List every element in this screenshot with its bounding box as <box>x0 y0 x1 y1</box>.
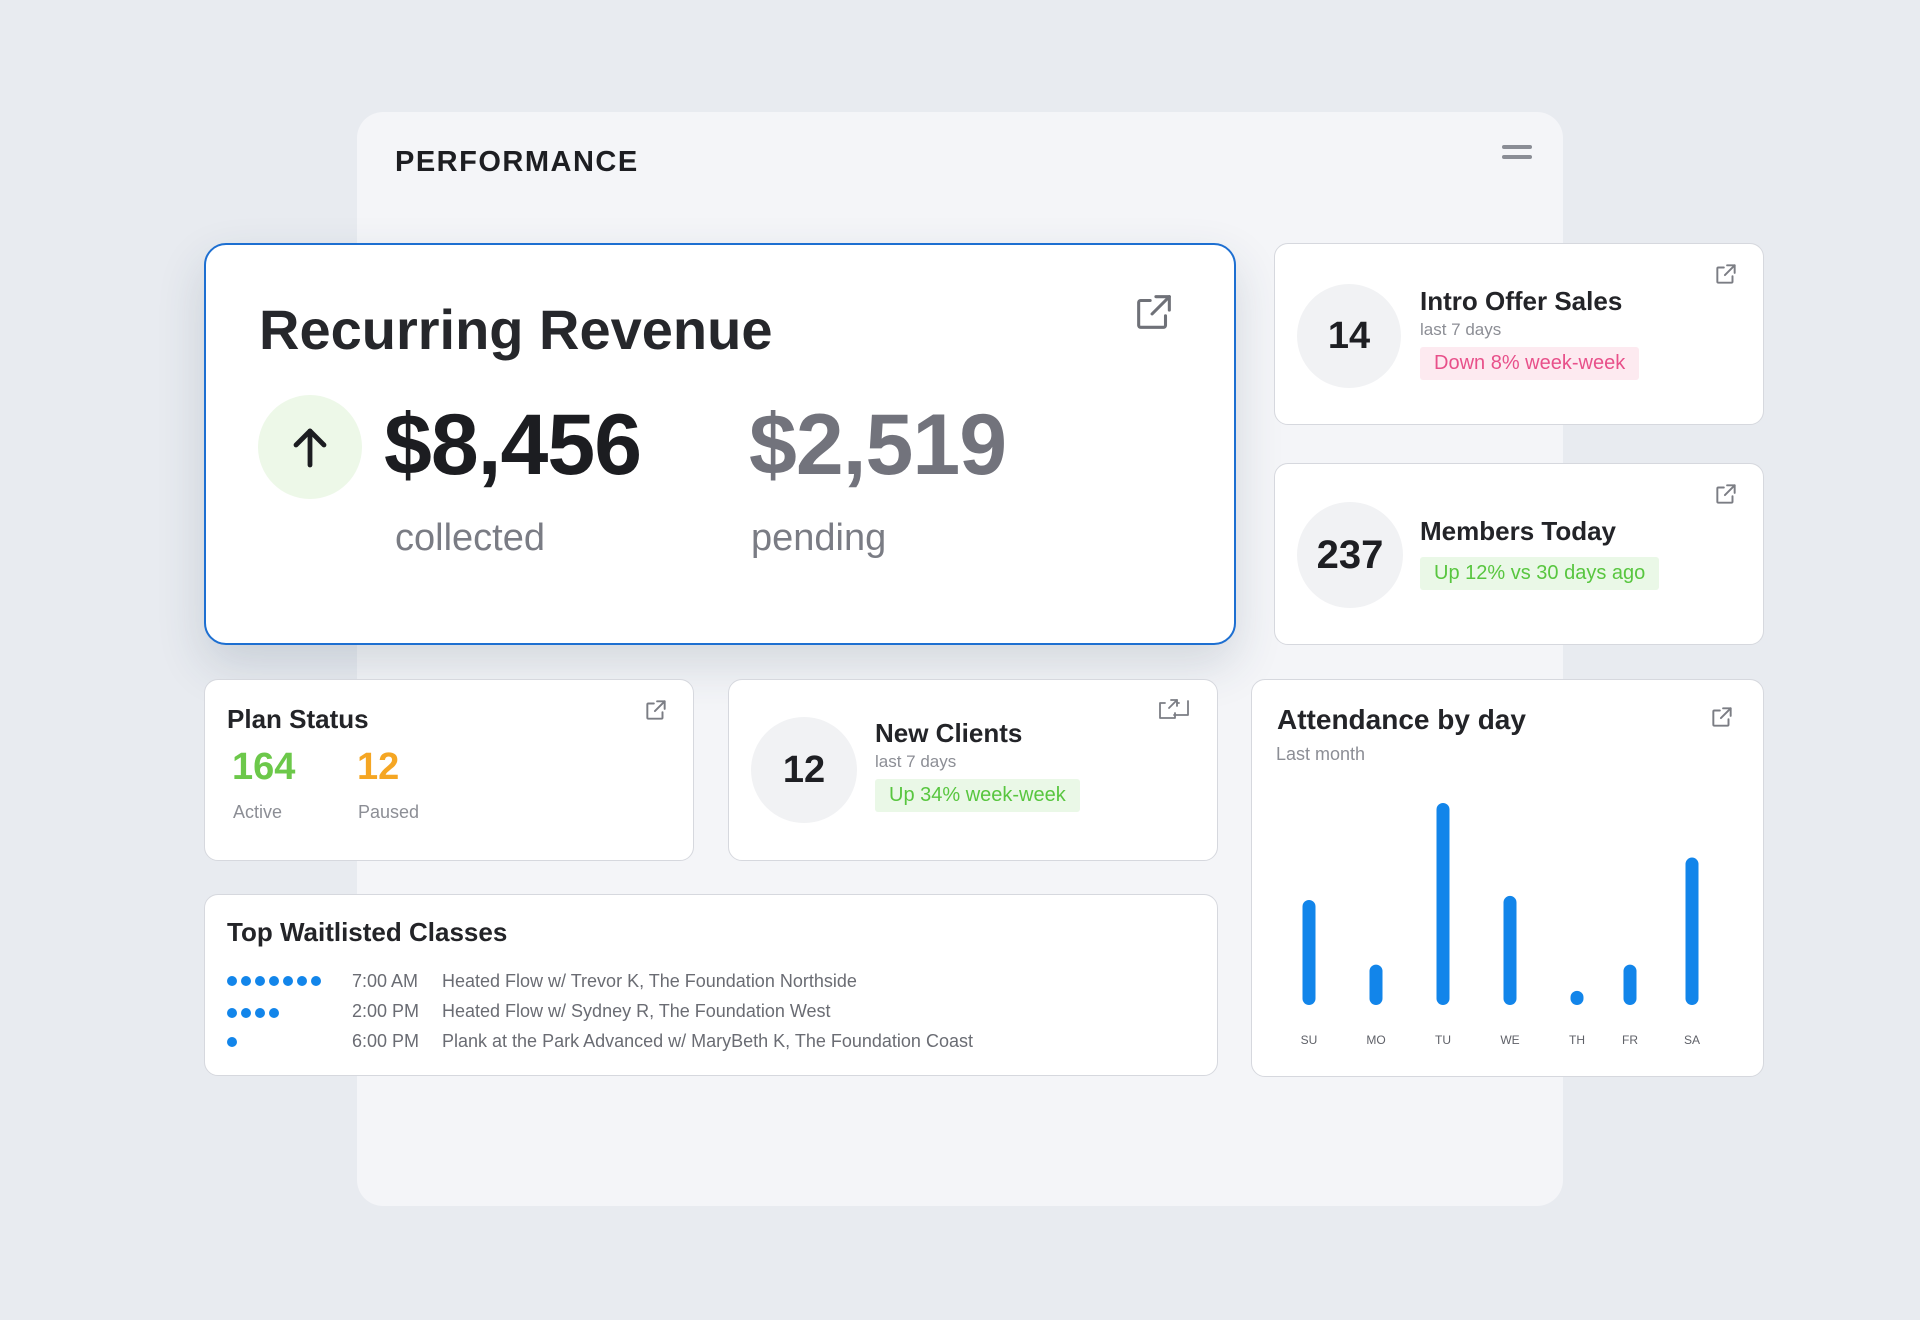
tick-label-tu: TU <box>1435 1033 1451 1047</box>
new-clients-trend-badge: Up 34% week-week <box>875 779 1080 812</box>
recurring-revenue-title: Recurring Revenue <box>259 298 773 361</box>
class-name[interactable]: Plank at the Park Advanced w/ MaryBeth K… <box>442 1031 973 1051</box>
external-link-icon[interactable] <box>1157 697 1191 721</box>
tick-label-th: TH <box>1569 1033 1585 1047</box>
external-link-icon[interactable] <box>643 697 669 723</box>
waitlist-count-dots <box>227 1037 237 1047</box>
class-time: 6:00 PM <box>352 1031 420 1051</box>
bar-sa <box>1685 857 1699 1005</box>
members-today-title: Members Today <box>1420 516 1617 546</box>
plan-status-card[interactable]: Plan Status 164 Active 12 Paused <box>204 679 694 861</box>
external-link-icon[interactable] <box>1709 704 1735 730</box>
intro-offer-period: last 7 days <box>1420 320 1502 339</box>
external-link-icon[interactable] <box>1131 289 1177 335</box>
members-today-card[interactable]: 237 Members Today Up 12% vs 30 days ago <box>1274 463 1764 645</box>
tick-label-we: WE <box>1500 1033 1519 1047</box>
page-title: PERFORMANCE <box>395 146 639 178</box>
class-time: 7:00 AM <box>352 971 419 991</box>
class-name[interactable]: Heated Flow w/ Sydney R, The Foundation … <box>442 1001 831 1021</box>
collected-value: $8,456 <box>384 397 642 493</box>
pending-label: pending <box>751 517 887 559</box>
bar-th <box>1570 990 1584 1005</box>
active-plans-label: Active <box>233 802 283 822</box>
new-clients-period: last 7 days <box>875 752 957 771</box>
bar-mo <box>1369 964 1383 1005</box>
members-today-count: 237 <box>1297 502 1403 608</box>
new-clients-card[interactable]: 12 New Clients last 7 days Up 34% week-w… <box>728 679 1218 861</box>
pending-value: $2,519 <box>749 397 1007 493</box>
collected-label: collected <box>395 517 545 559</box>
top-waitlisted-card[interactable]: Top Waitlisted Classes 7:00 AM Heated Fl… <box>204 894 1218 1076</box>
intro-offer-trend-badge: Down 8% week-week <box>1420 347 1640 380</box>
bar-fr <box>1623 964 1637 1005</box>
intro-offer-count: 14 <box>1297 284 1401 388</box>
attendance-title: Attendance by day <box>1277 704 1526 735</box>
attendance-bar-chart: SU MO TU WE TH FR SA <box>1301 803 1700 1047</box>
waitlist-count-dots <box>227 1008 279 1018</box>
bar-we <box>1503 895 1517 1005</box>
bar-tu <box>1436 803 1450 1005</box>
attendance-subtitle: Last month <box>1276 744 1366 764</box>
attendance-card[interactable]: Attendance by day Last month SU MO TU WE TH F… <box>1251 679 1764 1077</box>
tick-label-mo: MO <box>1366 1033 1385 1047</box>
external-link-icon[interactable] <box>1713 481 1739 507</box>
recurring-revenue-card[interactable]: Recurring Revenue $8,456 collected $2,51… <box>204 243 1236 645</box>
class-name[interactable]: Heated Flow w/ Trevor K, The Foundation … <box>442 971 857 991</box>
members-today-trend-badge: Up 12% vs 30 days ago <box>1420 557 1660 590</box>
active-plans-value: 164 <box>232 746 296 788</box>
tick-label-fr: FR <box>1622 1033 1638 1047</box>
arrow-up-icon <box>258 395 362 499</box>
plan-status-title: Plan Status <box>227 704 369 734</box>
tick-label-sa: SA <box>1684 1033 1700 1047</box>
external-link-icon[interactable] <box>1713 261 1739 287</box>
bar-su <box>1302 899 1316 1005</box>
waitlist-count-dots <box>227 976 321 986</box>
class-time: 2:00 PM <box>352 1001 420 1021</box>
intro-offer-title: Intro Offer Sales <box>1420 286 1623 316</box>
paused-plans-label: Paused <box>358 802 420 822</box>
new-clients-count: 12 <box>751 717 857 823</box>
paused-plans-value: 12 <box>357 746 400 788</box>
new-clients-title: New Clients <box>875 718 1023 748</box>
top-waitlisted-title: Top Waitlisted Classes <box>227 917 508 947</box>
tick-label-su: SU <box>1301 1033 1318 1047</box>
hamburger-icon[interactable] <box>1502 140 1536 164</box>
intro-offer-card[interactable]: 14 Intro Offer Sales last 7 days Down 8%… <box>1274 243 1764 425</box>
